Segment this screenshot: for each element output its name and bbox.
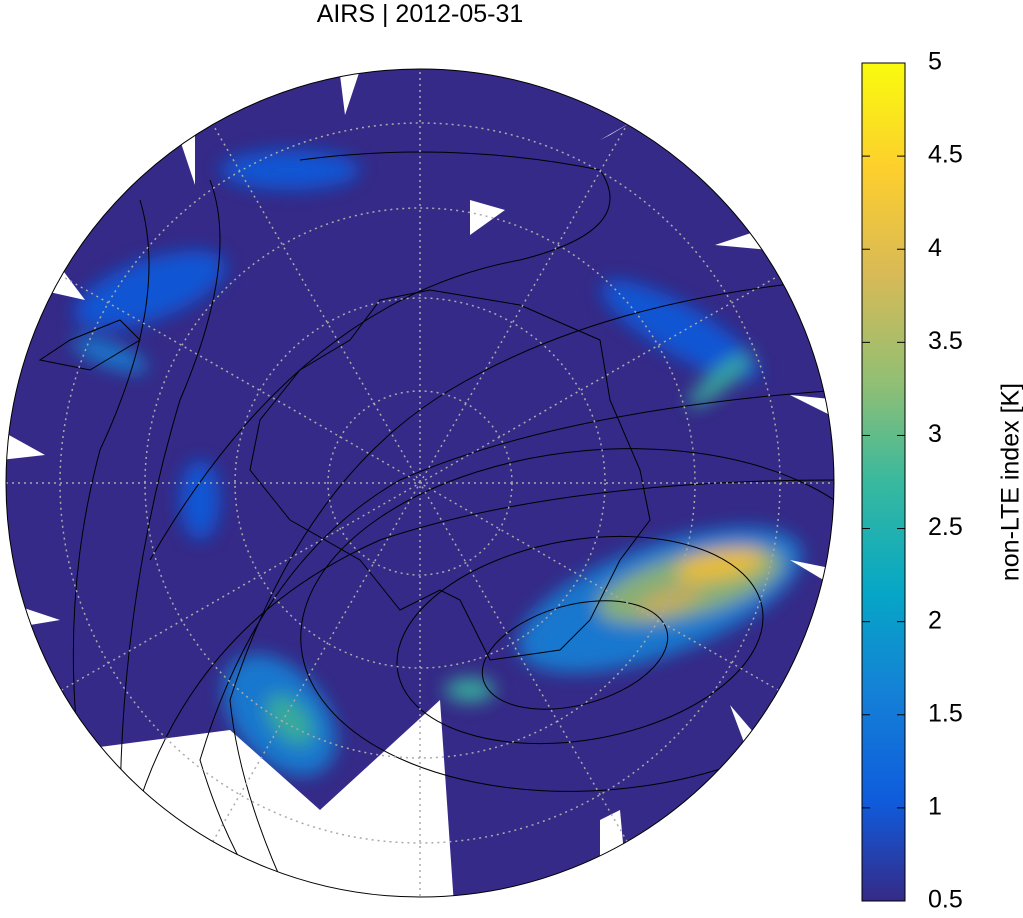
data-field [72,150,803,776]
coastline [38,289,651,661]
colorbar-tick-label: 2 [928,606,942,634]
map-border [5,68,835,898]
title: AIRS | 2012-05-31 [317,0,524,28]
colorbar-tick-label: 0.5 [928,886,963,913]
graticule [6,69,834,897]
colorbar-tick-label: 4.5 [928,141,963,169]
colorbar-tick-label: 2.5 [928,513,963,541]
colorbar-label: non-LTE index [K] [997,383,1023,581]
colorbar-tick-label: 1.5 [928,699,963,727]
colorbar-tick-label: 4 [928,234,942,262]
colorbar-tick-label: 3 [928,420,942,448]
colorbar: 0.5 1 1.5 2 2.5 3 3.5 4 4.5 5 [861,48,963,914]
colorbar-gradient [861,62,906,902]
colorbar-tick-label: 3.5 [928,327,963,355]
colorbar-tick-label: 1 [928,792,942,820]
colorbar-tick-label: 5 [928,48,942,76]
